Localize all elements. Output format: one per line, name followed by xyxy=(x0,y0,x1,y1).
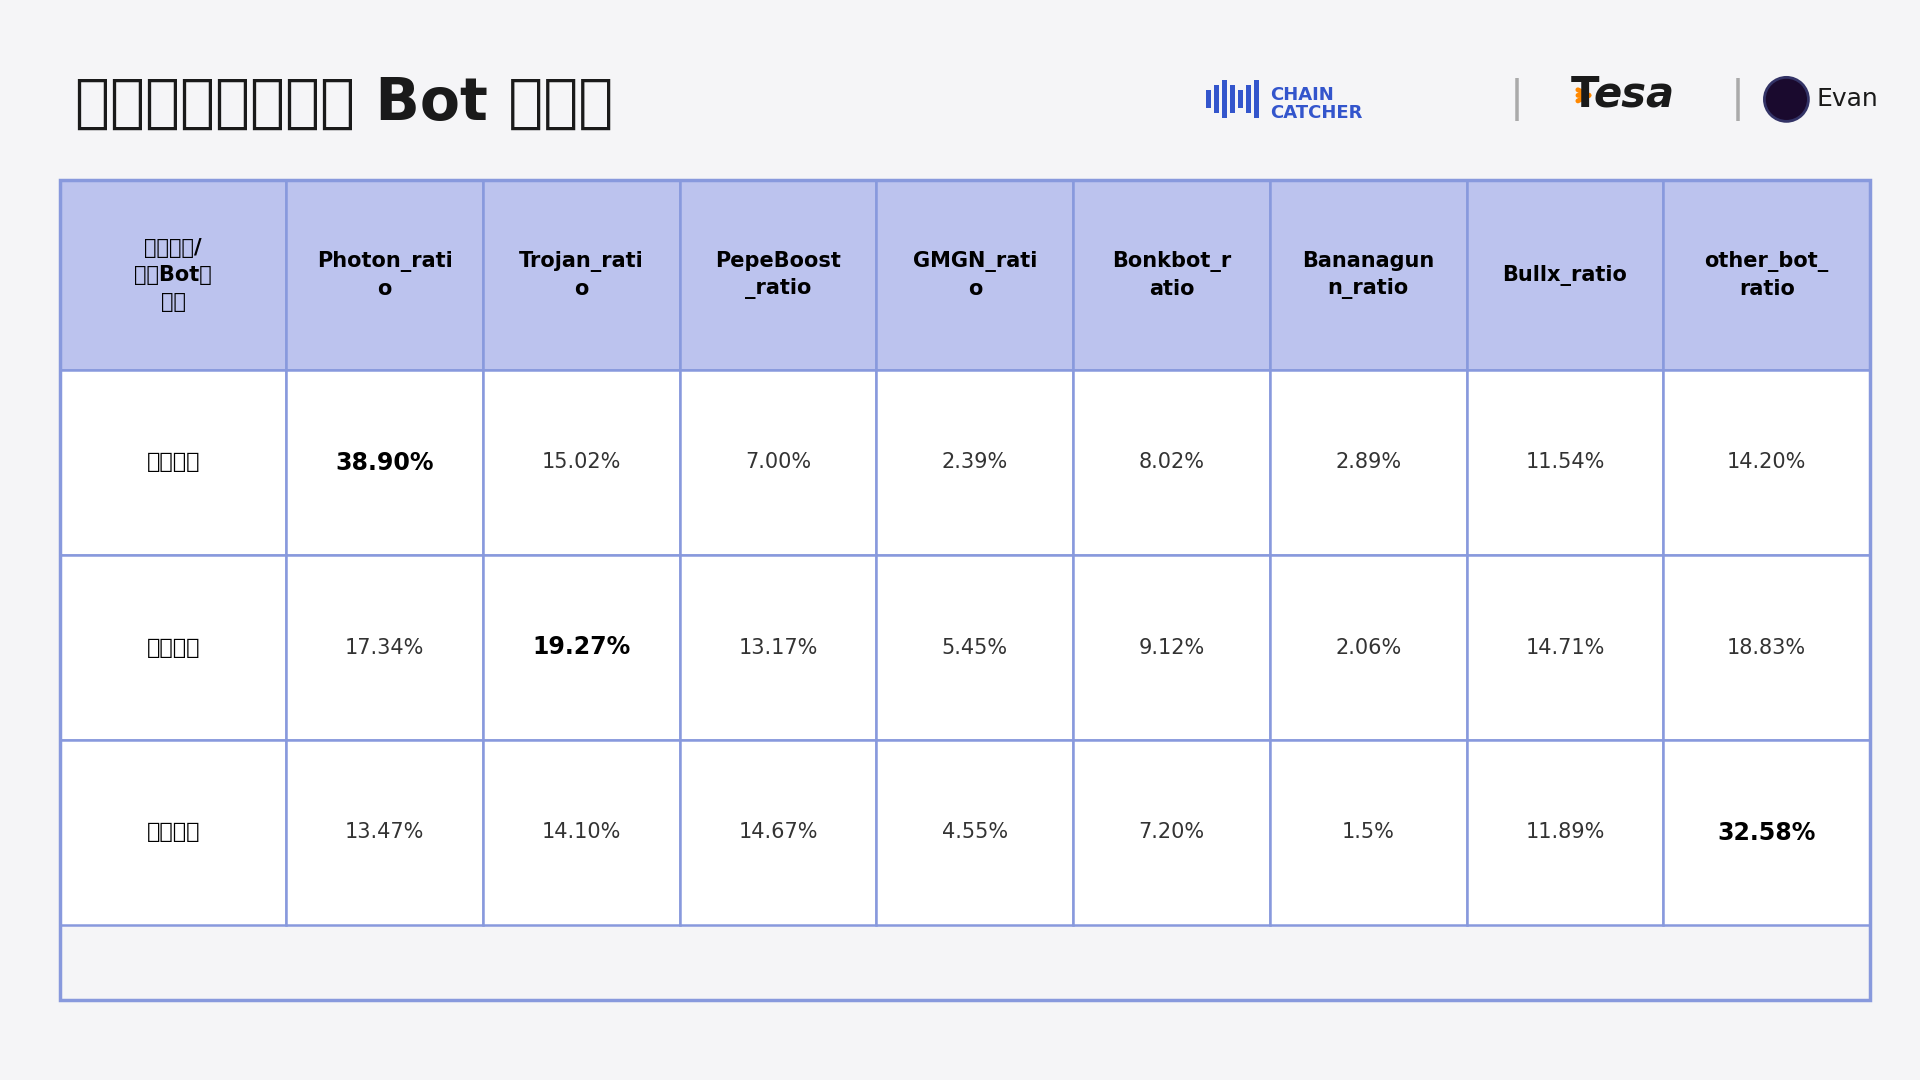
Bar xyxy=(876,740,1073,924)
Bar xyxy=(1269,180,1467,370)
Text: CATCHER: CATCHER xyxy=(1269,105,1361,122)
Bar xyxy=(680,555,876,740)
Bar xyxy=(1073,555,1269,740)
Bar xyxy=(1467,740,1663,924)
Bar xyxy=(1073,370,1269,555)
Bar xyxy=(1073,740,1269,924)
Text: |: | xyxy=(1730,78,1745,121)
Bar xyxy=(1221,80,1227,119)
Text: 不同类型用户交易 Bot 使用率: 不同类型用户交易 Bot 使用率 xyxy=(75,75,612,132)
Text: 11.89%: 11.89% xyxy=(1524,823,1605,842)
Bar xyxy=(60,180,286,370)
Text: 17.34%: 17.34% xyxy=(346,637,424,658)
Bar xyxy=(1663,370,1870,555)
Bar xyxy=(484,180,680,370)
Bar xyxy=(1254,80,1260,119)
Bar xyxy=(286,180,484,370)
Text: Evan: Evan xyxy=(1816,87,1878,111)
Text: 1.5%: 1.5% xyxy=(1342,823,1394,842)
Bar xyxy=(484,370,680,555)
Bar xyxy=(1206,91,1212,108)
Text: 4.55%: 4.55% xyxy=(943,823,1008,842)
Bar xyxy=(1663,555,1870,740)
Bar xyxy=(1467,180,1663,370)
Text: Bananagun
n_ratio: Bananagun n_ratio xyxy=(1302,251,1434,299)
Bar xyxy=(1213,85,1219,113)
Bar xyxy=(60,740,286,924)
Bar xyxy=(60,180,1870,1000)
Bar xyxy=(286,555,484,740)
Bar xyxy=(484,555,680,740)
Text: 用户类型/
交易Bot使
用率: 用户类型/ 交易Bot使 用率 xyxy=(134,238,211,312)
Bar xyxy=(1269,740,1467,924)
Text: Trojan_rati
o: Trojan_rati o xyxy=(518,251,643,299)
Text: 14.71%: 14.71% xyxy=(1524,637,1605,658)
Bar xyxy=(876,180,1073,370)
Text: 13.17%: 13.17% xyxy=(739,637,818,658)
Text: 14.67%: 14.67% xyxy=(739,823,818,842)
Bar xyxy=(876,370,1073,555)
Text: 18.83%: 18.83% xyxy=(1728,637,1807,658)
Text: T: T xyxy=(1571,75,1599,117)
Text: CHAIN: CHAIN xyxy=(1269,86,1334,105)
Text: 9.12%: 9.12% xyxy=(1139,637,1204,658)
Circle shape xyxy=(1764,78,1809,121)
Bar xyxy=(680,370,876,555)
Text: 8.02%: 8.02% xyxy=(1139,453,1204,473)
Text: |: | xyxy=(1509,78,1524,121)
Text: Photon_rati
o: Photon_rati o xyxy=(317,251,453,299)
Text: 普通用户: 普通用户 xyxy=(146,637,200,658)
Bar xyxy=(60,555,286,740)
Text: 小白用户: 小白用户 xyxy=(146,823,200,842)
Bar xyxy=(484,740,680,924)
Bar xyxy=(1663,740,1870,924)
Text: 32.58%: 32.58% xyxy=(1718,821,1816,845)
Text: 2.39%: 2.39% xyxy=(941,453,1008,473)
Bar xyxy=(1269,555,1467,740)
Bar xyxy=(60,370,286,555)
Text: 7.20%: 7.20% xyxy=(1139,823,1204,842)
Bar xyxy=(680,740,876,924)
Text: Bullx_ratio: Bullx_ratio xyxy=(1503,265,1628,285)
Bar xyxy=(1663,180,1870,370)
Text: 14.20%: 14.20% xyxy=(1726,453,1807,473)
Text: GMGN_rati
o: GMGN_rati o xyxy=(912,251,1037,299)
Text: 19.27%: 19.27% xyxy=(532,635,630,660)
Bar xyxy=(1467,370,1663,555)
Text: 11.54%: 11.54% xyxy=(1524,453,1605,473)
Text: 2.06%: 2.06% xyxy=(1334,637,1402,658)
Text: 鲸鱼用户: 鲸鱼用户 xyxy=(146,453,200,473)
Text: 5.45%: 5.45% xyxy=(943,637,1008,658)
Text: 14.10%: 14.10% xyxy=(541,823,620,842)
Text: PepeBoost
_ratio: PepeBoost _ratio xyxy=(714,251,841,299)
Text: Bonkbot_r
atio: Bonkbot_r atio xyxy=(1112,251,1231,299)
Bar xyxy=(286,370,484,555)
Bar xyxy=(680,180,876,370)
Text: 7.00%: 7.00% xyxy=(745,453,810,473)
Bar xyxy=(1269,370,1467,555)
Text: 13.47%: 13.47% xyxy=(346,823,424,842)
Bar xyxy=(1238,91,1242,108)
Bar xyxy=(1246,85,1250,113)
Text: 15.02%: 15.02% xyxy=(541,453,620,473)
Bar xyxy=(1229,85,1235,113)
Text: esa: esa xyxy=(1594,75,1674,117)
Bar xyxy=(286,740,484,924)
Bar xyxy=(1467,555,1663,740)
Text: other_bot_
ratio: other_bot_ ratio xyxy=(1705,251,1830,299)
Bar xyxy=(876,555,1073,740)
Bar xyxy=(1073,180,1269,370)
Text: 38.90%: 38.90% xyxy=(336,450,434,474)
Text: 2.89%: 2.89% xyxy=(1334,453,1402,473)
